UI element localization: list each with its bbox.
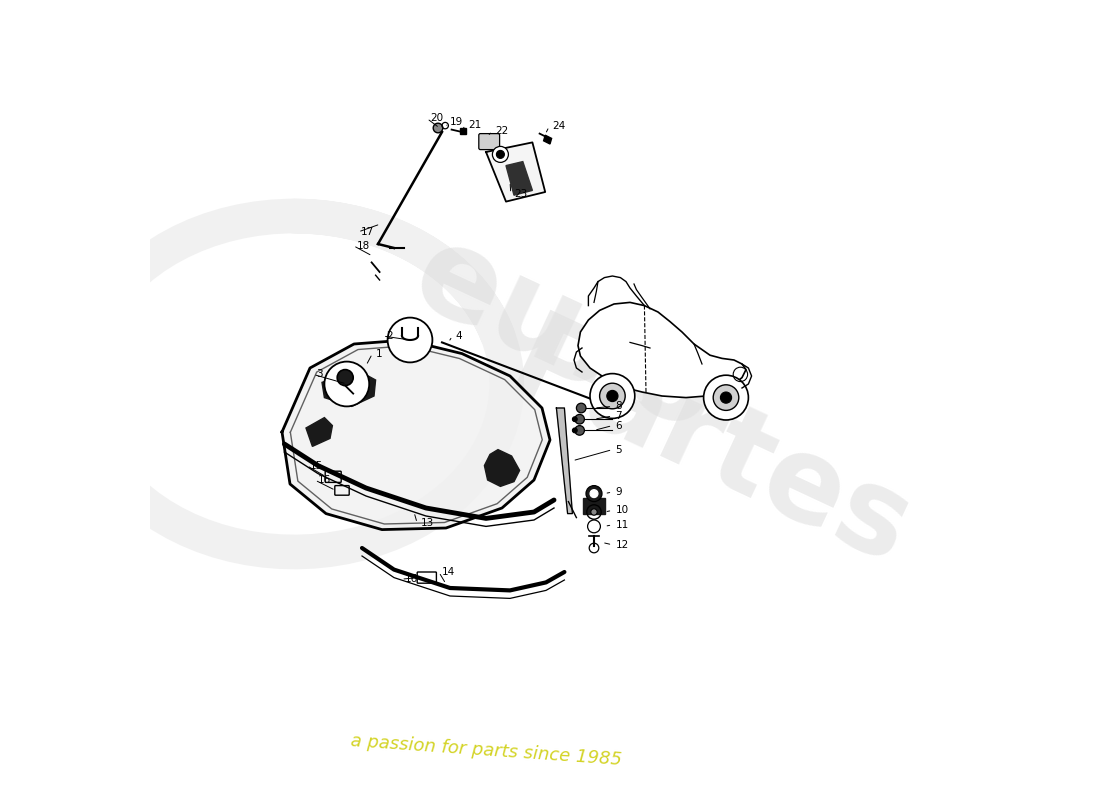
Text: 22: 22 [496,126,509,136]
Polygon shape [557,408,572,514]
Text: 14: 14 [442,567,455,577]
Text: 3: 3 [317,370,323,379]
Polygon shape [588,276,658,312]
Circle shape [493,146,508,162]
Text: 20: 20 [430,114,443,123]
Text: 12: 12 [616,540,629,550]
Circle shape [720,392,732,403]
Text: 17: 17 [361,227,374,237]
Text: 19: 19 [450,118,463,127]
Circle shape [713,385,739,410]
Circle shape [387,318,432,362]
Circle shape [590,374,635,418]
Polygon shape [484,450,519,486]
Circle shape [575,426,584,435]
Polygon shape [322,370,375,406]
Text: 23: 23 [514,189,527,198]
Text: 24: 24 [552,122,565,131]
Polygon shape [506,162,532,195]
Polygon shape [282,340,550,530]
Circle shape [576,403,586,413]
FancyBboxPatch shape [478,134,499,150]
Text: 15: 15 [310,461,323,470]
Circle shape [591,509,597,515]
Circle shape [572,428,578,433]
Text: 16: 16 [405,574,418,584]
Text: 6: 6 [616,421,623,430]
Circle shape [324,362,370,406]
Circle shape [338,370,353,386]
Circle shape [433,123,443,133]
Text: 5: 5 [616,445,623,454]
Circle shape [704,375,748,420]
Polygon shape [486,142,546,202]
Text: a passion for parts since 1985: a passion for parts since 1985 [350,732,623,769]
Text: euro: euro [395,214,737,458]
Polygon shape [306,418,332,446]
Text: 18: 18 [356,241,370,250]
Text: 16: 16 [318,475,331,485]
Circle shape [590,490,598,498]
Text: 11: 11 [616,520,629,530]
Text: 10: 10 [616,506,629,515]
Polygon shape [543,135,551,144]
Text: 7: 7 [616,411,623,421]
Text: 1: 1 [375,349,382,358]
Text: 21: 21 [469,120,482,130]
Text: 9: 9 [616,487,623,497]
Text: 8: 8 [616,402,623,411]
Polygon shape [578,302,746,398]
Text: 13: 13 [420,518,433,528]
Circle shape [575,414,584,424]
Text: 4: 4 [455,331,462,341]
Circle shape [607,390,618,402]
Text: Partes: Partes [492,306,928,590]
Text: 2: 2 [386,331,393,341]
Polygon shape [583,498,605,514]
Circle shape [600,383,625,409]
Circle shape [496,150,505,158]
Polygon shape [460,128,466,134]
Circle shape [572,417,578,422]
Circle shape [586,486,602,502]
